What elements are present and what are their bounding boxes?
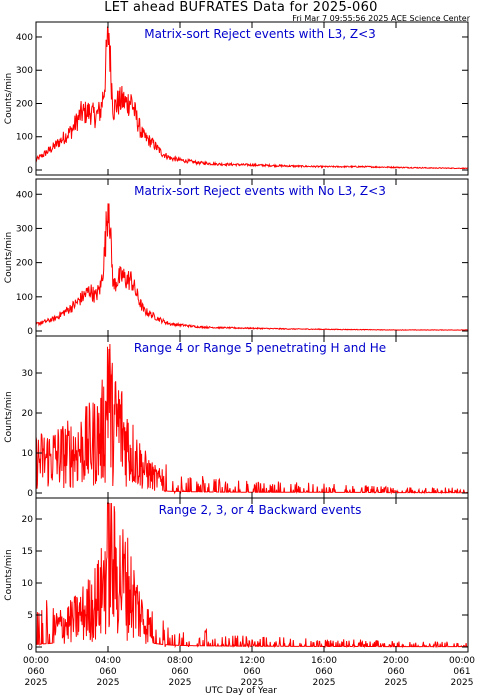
x-axis-title: UTC Day of Year <box>205 686 277 696</box>
y-axis-label: Counts/min <box>4 73 14 124</box>
y-tick-label: 300 <box>16 66 33 76</box>
x-tick-label-year: 2025 <box>241 678 264 688</box>
y-tick-label: 30 <box>22 369 34 379</box>
y-tick-label: 15 <box>22 547 33 557</box>
plot-frame <box>35 21 469 176</box>
series-line <box>36 502 468 649</box>
series-line <box>35 203 469 331</box>
y-tick-label: 5 <box>27 611 33 621</box>
panel-title: Range 2, 3, or 4 Backward events <box>159 503 362 517</box>
x-tick-label-time: 00:00 <box>23 656 49 666</box>
x-tick-label-doy: 060 <box>99 667 116 677</box>
x-tick-label-time: 16:00 <box>311 656 337 666</box>
x-tick-label-time: 00:00 <box>449 656 475 666</box>
x-tick-label-time: 08:00 <box>167 656 193 666</box>
y-tick-label: 0 <box>27 643 33 653</box>
series-line <box>35 26 469 170</box>
y-tick-label: 10 <box>22 579 34 589</box>
x-tick-label-year: 2025 <box>313 678 336 688</box>
y-tick-label: 0 <box>27 166 33 176</box>
y-tick-label: 0 <box>27 327 33 337</box>
plot-frame <box>35 178 469 337</box>
y-tick-label: 20 <box>22 409 34 419</box>
x-tick-label-doy: 060 <box>387 667 404 677</box>
y-tick-label: 300 <box>16 224 33 234</box>
y-axis-label: Counts/min <box>4 232 14 283</box>
series-line <box>35 343 468 495</box>
x-tick-label-doy: 060 <box>315 667 332 677</box>
x-tick-label-time: 12:00 <box>239 656 265 666</box>
chart-main-title: LET ahead BUFRATES Data for 2025-060 <box>104 0 378 15</box>
x-tick-label-time: 04:00 <box>95 656 121 666</box>
panel-title: Matrix-sort Reject events with No L3, Z<… <box>134 184 386 198</box>
y-tick-label: 10 <box>22 449 34 459</box>
y-axis-label: Counts/min <box>4 391 14 442</box>
x-tick-label-time: 20:00 <box>383 656 409 666</box>
y-tick-label: 200 <box>16 259 33 269</box>
chart-panel-4 <box>35 497 469 653</box>
x-tick-label-year: 2025 <box>385 678 408 688</box>
y-tick-label: 100 <box>16 133 33 143</box>
x-tick-label-doy: 060 <box>27 667 44 677</box>
x-tick-label-doy: 061 <box>453 667 470 677</box>
panel-title: Matrix-sort Reject events with L3, Z<3 <box>144 27 376 41</box>
y-tick-label: 20 <box>22 515 34 525</box>
chart-panel-3 <box>35 335 469 499</box>
chart-panel-1 <box>35 21 469 176</box>
y-tick-label: 400 <box>16 190 33 200</box>
y-axis-label: Counts/min <box>4 549 14 600</box>
x-tick-label-year: 2025 <box>97 678 120 688</box>
x-tick-label-doy: 060 <box>243 667 260 677</box>
panel-title: Range 4 or Range 5 penetrating H and He <box>134 341 386 355</box>
y-tick-label: 100 <box>16 293 33 303</box>
x-tick-label-year: 2025 <box>25 678 48 688</box>
y-tick-label: 200 <box>16 99 33 109</box>
generation-timestamp: Fri Mar 7 09:55:56 2025 ACE Science Cent… <box>292 14 470 23</box>
x-tick-label-year: 2025 <box>451 678 474 688</box>
y-tick-label: 0 <box>27 489 33 499</box>
x-tick-label-year: 2025 <box>169 678 192 688</box>
chart-panel-2 <box>35 178 469 337</box>
y-tick-label: 400 <box>16 33 33 43</box>
x-tick-label-doy: 060 <box>171 667 188 677</box>
